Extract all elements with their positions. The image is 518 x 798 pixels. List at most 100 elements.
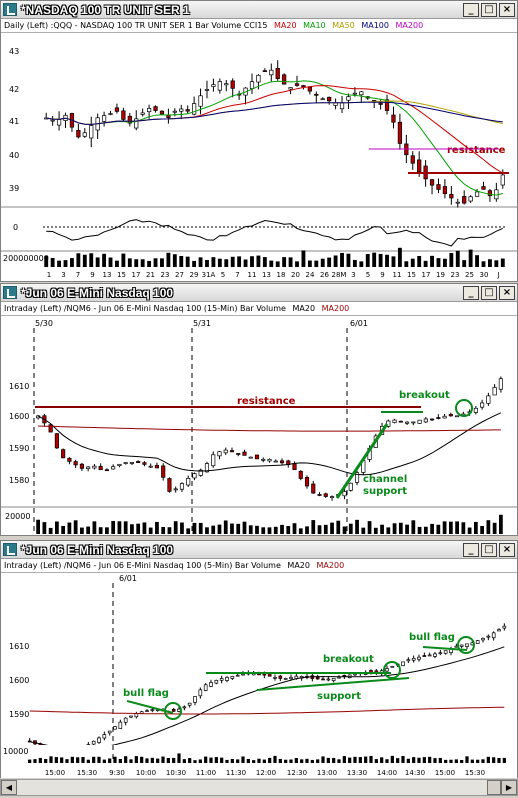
ma20-line — [29, 646, 505, 751]
scroll-left-arrow-icon[interactable]: ◀ — [1, 780, 17, 795]
horizontal-scrollbar[interactable]: ◀ ▶ — [0, 779, 518, 796]
title-bar[interactable]: *Jun 06 E-Mini Nasdaq 100 _ □ × — [1, 284, 517, 302]
maximize-button[interactable]: □ — [481, 285, 497, 300]
session-label: 5/31 — [193, 319, 211, 328]
channel-support-line — [335, 423, 389, 499]
volume-bar — [156, 758, 160, 763]
minimize-button[interactable]: _ — [463, 2, 479, 17]
candle-bar — [342, 491, 347, 497]
daily-chart-canvas[interactable]: 43 42 41 40 39 0 200000000 1 3 7 9 13 15 17 21 2… — [1, 33, 517, 281]
cci-zero-tick: 0 — [13, 223, 18, 232]
date-tick-label: 24 — [306, 271, 315, 279]
chart-window-icon — [3, 3, 17, 16]
legend-ma20: MA20 — [273, 21, 297, 30]
candle-bar — [211, 454, 216, 467]
candle-bar — [203, 684, 208, 691]
volume-bar — [433, 758, 437, 763]
scroll-thumb[interactable] — [487, 780, 501, 795]
volume-bar — [422, 757, 426, 763]
volume-bar — [248, 525, 253, 534]
volume-bar — [406, 758, 410, 763]
candle-bar — [254, 454, 260, 460]
volume-bar — [321, 756, 325, 763]
volume-bar — [198, 522, 203, 534]
date-tick-label: 20 — [291, 271, 300, 279]
candle-bar — [417, 159, 422, 173]
volume-bar — [172, 757, 176, 763]
date-tick-label: 5 — [366, 271, 370, 279]
volume-bar — [97, 756, 101, 763]
candle-bar — [427, 654, 432, 657]
date-tick-label: 31A — [202, 271, 216, 279]
volume-bar — [473, 521, 478, 534]
time-tick-label: 15:30 — [465, 769, 485, 777]
close-button[interactable]: × — [499, 285, 515, 300]
close-button[interactable]: × — [499, 542, 515, 557]
candle-bar — [500, 174, 505, 186]
close-button[interactable]: × — [499, 2, 515, 17]
volume-bar — [391, 256, 396, 267]
minimize-button[interactable]: _ — [463, 285, 479, 300]
breakout-circle — [383, 661, 401, 679]
candle-bar — [294, 83, 300, 86]
candle-bar — [179, 483, 185, 490]
time-tick-label: 14:30 — [405, 769, 425, 777]
maximize-button[interactable]: □ — [481, 542, 497, 557]
minimize-button[interactable]: _ — [463, 542, 479, 557]
candle-bar — [473, 407, 478, 413]
candle-bar — [288, 87, 293, 90]
candle-bar — [481, 186, 486, 190]
volume-bar — [378, 253, 383, 267]
volume-bar — [198, 257, 203, 267]
volume-bar — [317, 525, 322, 534]
session-label: 6/01 — [350, 319, 368, 328]
maximize-button[interactable]: □ — [481, 2, 497, 17]
volume-bar — [332, 757, 336, 763]
candle-bar — [422, 655, 427, 657]
title-bar[interactable]: *Jun 06 E-Mini Nasdaq 100 _ □ × — [1, 541, 517, 559]
volume-bar — [262, 759, 266, 763]
five-min-volume-pane[interactable]: 10000 15:00 15:30 9:30 10:00 10:30 11:00 11:30… — [1, 745, 517, 777]
volume-bar — [242, 521, 247, 534]
candle-bar — [217, 81, 222, 91]
candle-bar — [315, 676, 320, 680]
candle-bar — [455, 415, 460, 418]
candle-bar — [121, 110, 126, 120]
volume-bar — [358, 757, 362, 763]
volume-bar — [468, 249, 473, 267]
candle-bar — [337, 676, 341, 679]
volume-bar — [211, 525, 216, 534]
candle-bar — [411, 657, 416, 661]
volume-bar — [330, 522, 334, 534]
volume-bar — [92, 756, 96, 763]
candle-bar — [487, 190, 493, 197]
volume-bar — [374, 759, 378, 763]
volume-bar — [288, 257, 293, 267]
date-tick-label: 3 — [351, 271, 355, 279]
volume-bar — [86, 526, 91, 534]
candle-bar — [339, 102, 345, 110]
candle-bar — [236, 453, 241, 455]
volume-bar — [486, 756, 490, 763]
date-tick-label: 15 — [407, 271, 416, 279]
volume-bar — [348, 757, 352, 763]
candle-bar — [148, 465, 153, 468]
candle-bar — [67, 457, 72, 462]
volume-bar — [142, 522, 147, 534]
price-tick: 1610 — [9, 382, 29, 391]
candle-bar — [129, 715, 133, 718]
candle-bar — [61, 449, 66, 459]
date-tick-label: 9 — [90, 271, 94, 279]
volume-bar — [61, 525, 66, 534]
candle-bar — [298, 470, 303, 479]
scroll-right-arrow-icon[interactable]: ▶ — [501, 780, 517, 795]
fifteen-min-chart-canvas[interactable]: 5/30 5/31 6/01 1610 1600 1590 1580 20000… — [1, 316, 517, 535]
candle-bar — [219, 678, 224, 681]
title-bar[interactable]: *NASDAQ 100 TR UNIT SER 1 _ □ × — [1, 1, 517, 19]
candle-bar — [104, 469, 109, 472]
volume-bar — [65, 759, 69, 763]
volume-bar — [323, 524, 328, 534]
volume-bar — [241, 756, 245, 763]
volume-bar — [417, 757, 421, 763]
volume-bar — [476, 759, 480, 763]
